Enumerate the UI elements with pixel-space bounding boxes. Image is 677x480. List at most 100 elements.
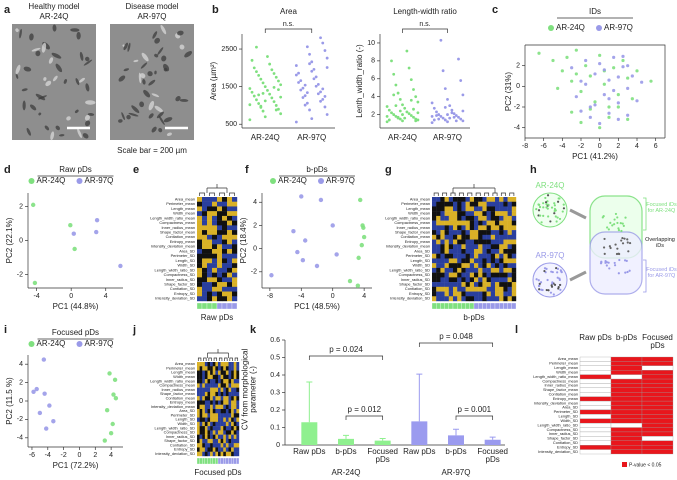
cell-dot <box>621 222 624 225</box>
heatmap-cell <box>212 417 216 423</box>
panel-label: j <box>132 324 136 336</box>
heatmap-cell <box>461 282 466 288</box>
cell-dot <box>554 215 557 218</box>
heatmap-cell <box>222 239 228 245</box>
heatmap-cell <box>453 258 458 264</box>
heatmap-cell <box>222 225 228 231</box>
heatmap-cell <box>202 277 208 283</box>
cell-dot <box>553 212 556 215</box>
x-tick-label: Focused pDs <box>367 447 398 465</box>
heatmap-cell <box>225 430 229 435</box>
cell-dot <box>627 250 630 253</box>
heatmap-cell <box>215 430 219 435</box>
heatmap-cell <box>495 215 500 221</box>
row-label: Entropy_mean <box>553 396 578 401</box>
heatmap-cell <box>222 286 228 292</box>
cell-dot <box>559 288 562 291</box>
group-strip <box>457 302 462 310</box>
heatmap-row-label: Inner_radius_SD <box>166 277 195 282</box>
heatmap-cell <box>218 383 221 388</box>
heatmap-cell <box>440 282 445 288</box>
heatmap-cell <box>197 201 203 207</box>
heatmap-row-label: Intensity_deviation_mean <box>151 244 195 249</box>
heatmap-cell <box>436 258 441 264</box>
legend-marker <box>76 178 83 184</box>
data-point <box>630 74 634 78</box>
panel-label: b <box>212 4 219 16</box>
heatmap-cell <box>202 230 208 236</box>
heatmap-cell <box>199 379 203 384</box>
heatmap-cell <box>217 282 223 288</box>
heatmap-cell <box>217 234 223 240</box>
heatmap-cell <box>220 370 224 376</box>
heatmap-cell <box>207 387 211 393</box>
group-strip <box>507 302 512 310</box>
heatmap-cell <box>478 211 483 217</box>
heatmap-cell <box>204 387 208 393</box>
y-tick-label: 0 <box>19 237 23 244</box>
heatmap-cell <box>197 400 200 405</box>
heatmap-cell <box>448 282 454 288</box>
data-point <box>257 102 261 105</box>
heatmap-cell <box>207 220 213 226</box>
heatmap-cell <box>478 234 483 240</box>
data-point <box>579 89 583 94</box>
data-point <box>414 95 418 99</box>
heatmap-cell <box>461 291 466 297</box>
cell-image <box>158 128 163 133</box>
data-point <box>409 114 413 117</box>
heatmap-row-label: Width_SD <box>177 263 195 268</box>
heatmap-cell <box>231 370 234 376</box>
x-tick-label: AR-97Q <box>433 133 462 142</box>
cell-dot <box>556 216 559 219</box>
heatmap-row-label: Shape_factor_mean <box>160 391 195 396</box>
heatmap-cell <box>217 291 223 297</box>
heatmap-cell <box>448 263 454 269</box>
data-point <box>387 108 391 112</box>
heatmap-cell <box>444 286 449 292</box>
heatmap-cell <box>218 434 221 440</box>
heatmap-cell <box>465 230 470 236</box>
heatmap-cell <box>217 197 223 202</box>
heatmap-cell <box>212 434 216 440</box>
x-tick-label: AR-97Q <box>297 133 326 142</box>
heatmap-cell <box>503 225 508 231</box>
significance-label: p = 0.012 <box>348 405 382 414</box>
heatmap-cell <box>482 234 487 240</box>
heatmap-cell <box>217 258 223 264</box>
heatmap-cell <box>486 215 491 221</box>
heatmap-cell <box>490 286 496 292</box>
data-point <box>72 246 77 252</box>
significance-bracket <box>455 415 494 420</box>
heatmap-cell <box>228 404 232 410</box>
data-point <box>579 120 583 125</box>
data-point <box>626 76 630 80</box>
heatmap-cell <box>202 413 206 418</box>
heatmap-cell <box>482 211 487 217</box>
heatmap-cell <box>218 362 221 367</box>
heatmap-cell <box>461 234 466 240</box>
heatmap-cell <box>218 374 221 380</box>
data-point <box>112 377 118 383</box>
heatmap-cell <box>511 272 517 278</box>
heatmap-cell <box>215 362 219 367</box>
heatmap-cell <box>227 239 233 245</box>
heatmap-cell <box>507 201 512 207</box>
heatmap-cell <box>453 272 458 278</box>
heatmap-cell <box>222 272 228 278</box>
heatmap-cell <box>432 277 437 283</box>
heatmap-cell <box>469 206 475 212</box>
data-point <box>448 104 452 108</box>
cell-image <box>175 96 181 102</box>
group-strip <box>228 457 232 465</box>
data-point <box>448 116 452 120</box>
heatmap-cell <box>220 362 224 367</box>
heatmap-cell <box>461 220 466 226</box>
heatmap-cell <box>225 447 229 452</box>
group-strip <box>444 302 449 310</box>
heatmap-row-label: Compactness_SD <box>164 430 196 435</box>
heatmap-cell <box>490 201 496 207</box>
heatmap-cell <box>199 438 203 444</box>
heatmap-cell <box>486 296 491 302</box>
heatmap-cell <box>453 282 458 288</box>
